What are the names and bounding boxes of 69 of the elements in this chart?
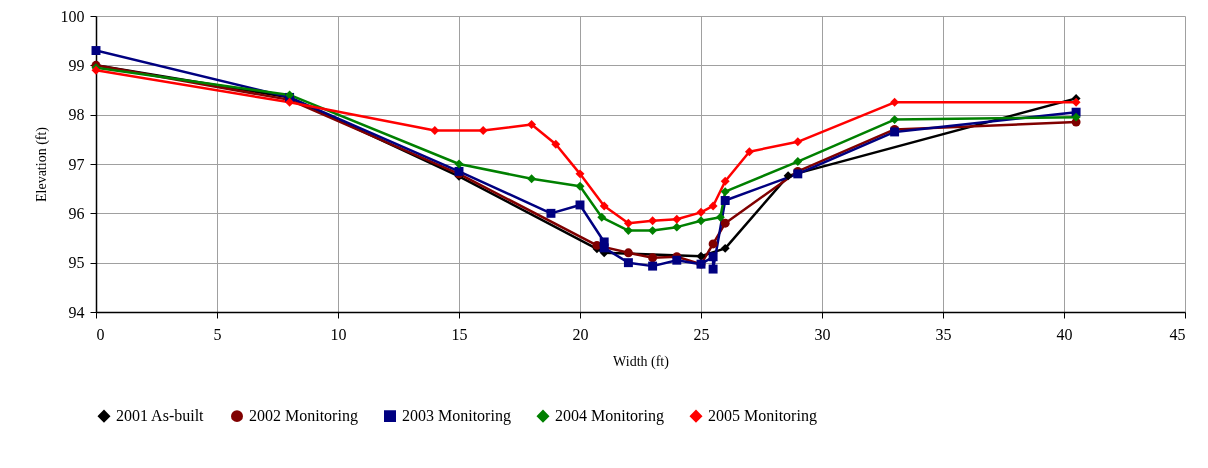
point bbox=[648, 253, 658, 263]
point bbox=[575, 169, 585, 179]
x-tick-label: 0 bbox=[96, 325, 105, 343]
x-tick-label: 35 bbox=[935, 325, 952, 343]
point bbox=[648, 216, 658, 226]
x-tick-label: 15 bbox=[451, 325, 468, 343]
legend-label: 2002 Monitoring bbox=[249, 407, 358, 426]
legend-label: 2005 Monitoring bbox=[708, 407, 817, 426]
point bbox=[575, 200, 585, 210]
x-tick-label: 25 bbox=[693, 325, 710, 343]
point bbox=[575, 181, 585, 191]
point bbox=[720, 176, 730, 186]
point bbox=[623, 248, 633, 258]
point bbox=[1071, 97, 1081, 107]
point bbox=[672, 214, 682, 224]
point bbox=[720, 196, 730, 205]
point bbox=[708, 239, 718, 249]
point bbox=[430, 125, 440, 135]
point bbox=[783, 171, 793, 181]
x-tick-label: 20 bbox=[572, 325, 589, 343]
point bbox=[890, 97, 900, 107]
point bbox=[720, 243, 730, 253]
point bbox=[696, 207, 706, 217]
x-axis-title: Width (ft) bbox=[613, 353, 670, 370]
legend-label: 2004 Monitoring bbox=[555, 407, 664, 426]
x-tick-label: 5 bbox=[213, 325, 222, 343]
point bbox=[672, 222, 682, 232]
point bbox=[696, 216, 706, 226]
point bbox=[793, 137, 803, 147]
point bbox=[623, 218, 633, 228]
point bbox=[715, 212, 725, 222]
point bbox=[720, 187, 730, 197]
point bbox=[744, 147, 754, 157]
y-tick-label: 97 bbox=[68, 155, 85, 173]
x-tick-label: 40 bbox=[1056, 325, 1073, 343]
x-tick-label: 30 bbox=[814, 325, 831, 343]
point bbox=[708, 201, 718, 211]
point bbox=[551, 139, 561, 149]
legend-label: 2001 As-built bbox=[116, 407, 205, 425]
point bbox=[91, 46, 101, 56]
point bbox=[623, 258, 633, 268]
point bbox=[546, 208, 556, 218]
y-tick-label: 96 bbox=[68, 204, 85, 222]
y-tick-label: 95 bbox=[68, 254, 85, 272]
point bbox=[599, 201, 609, 211]
point bbox=[793, 157, 803, 167]
x-tick-label: 10 bbox=[330, 325, 347, 343]
point bbox=[478, 125, 488, 135]
point bbox=[1071, 112, 1081, 122]
point bbox=[708, 264, 718, 274]
point bbox=[708, 252, 718, 262]
legend-label: 2003 Monitoring bbox=[402, 407, 511, 426]
y-tick-label: 98 bbox=[68, 106, 85, 124]
x-tick-label: 45 bbox=[1169, 325, 1186, 343]
point bbox=[720, 218, 730, 228]
point bbox=[648, 261, 658, 271]
y-tick-label: 99 bbox=[68, 56, 85, 74]
y-axis-title: Elevation (ft) bbox=[33, 126, 50, 203]
point bbox=[890, 115, 900, 125]
point bbox=[527, 174, 537, 184]
y-tick-label: 100 bbox=[60, 7, 85, 25]
point bbox=[527, 120, 537, 130]
point bbox=[597, 212, 607, 222]
point bbox=[623, 226, 633, 236]
point bbox=[599, 243, 609, 253]
y-tick-label: 94 bbox=[68, 303, 85, 321]
point bbox=[696, 251, 706, 261]
point bbox=[454, 159, 464, 169]
point bbox=[648, 226, 658, 236]
